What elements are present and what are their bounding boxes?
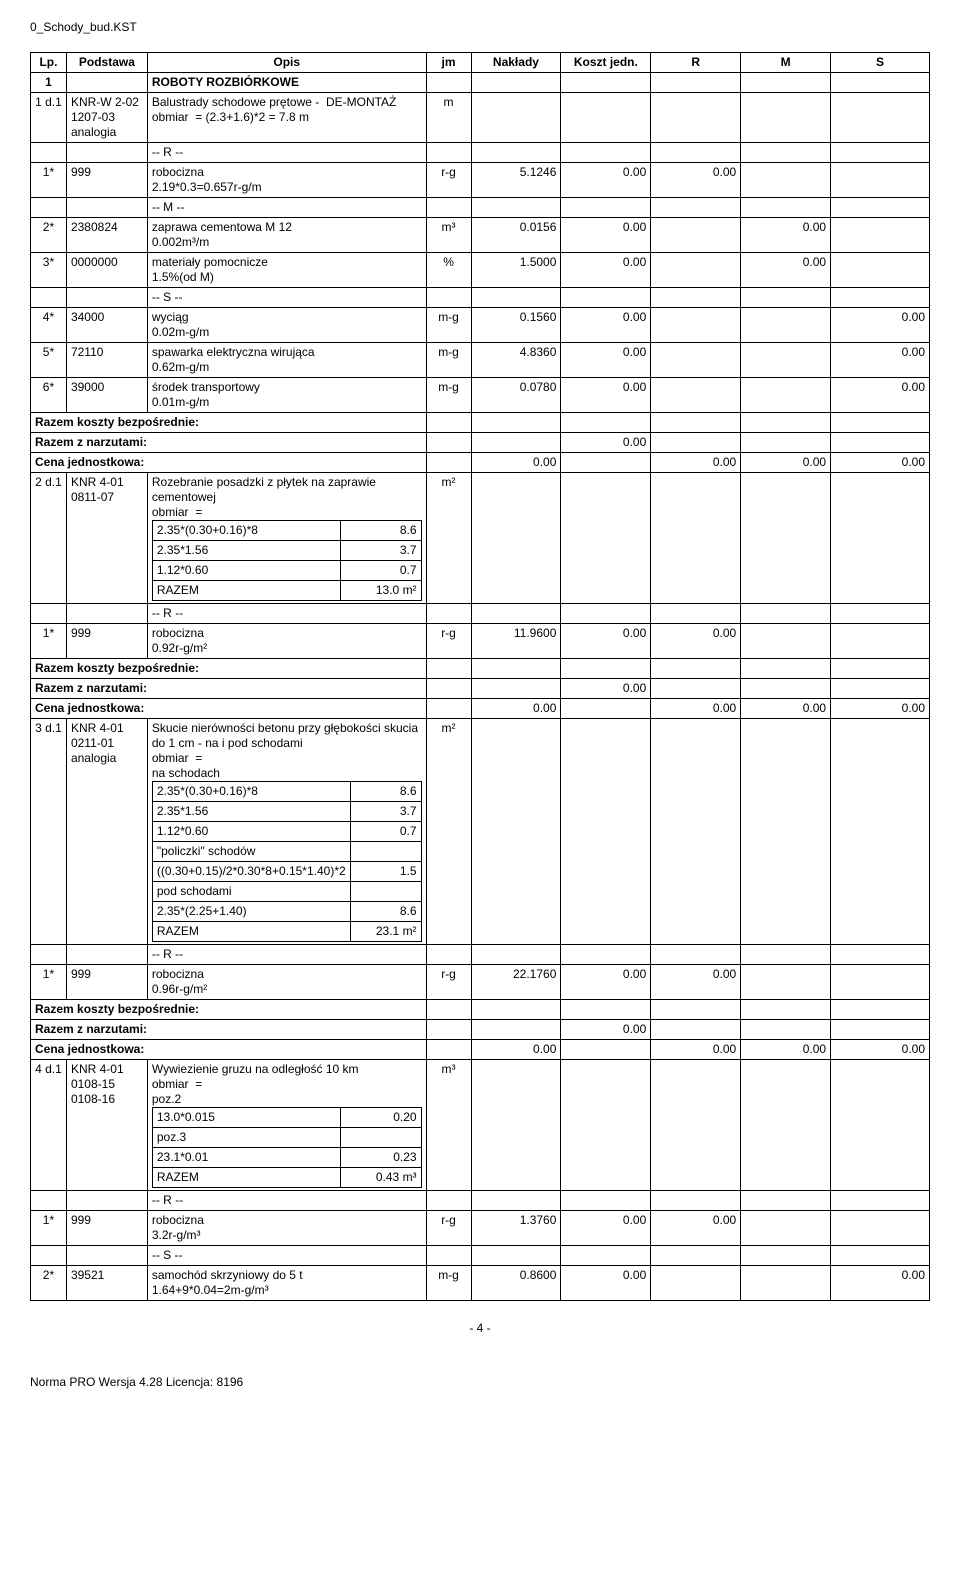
col-lp: Lp. — [31, 53, 67, 73]
footer: Norma PRO Wersja 4.28 Licencja: 8196 — [30, 1375, 930, 1389]
table-header: Lp. Podstawa Opis jm Nakłady Koszt jedn.… — [31, 53, 930, 73]
col-podstawa: Podstawa — [66, 53, 147, 73]
page-number: - 4 - — [30, 1321, 930, 1335]
col-koszt-jedn: Koszt jedn. — [561, 53, 651, 73]
col-opis: Opis — [147, 53, 426, 73]
doc-header: 0_Schody_bud.KST — [30, 20, 930, 34]
col-m: M — [741, 53, 831, 73]
col-naklady: Nakłady — [471, 53, 561, 73]
col-s: S — [831, 53, 930, 73]
footer-text: Norma PRO Wersja 4.28 Licencja: 8196 — [30, 1375, 243, 1389]
cost-estimate-table: Lp. Podstawa Opis jm Nakłady Koszt jedn.… — [30, 52, 930, 1301]
col-jm: jm — [426, 53, 471, 73]
col-r: R — [651, 53, 741, 73]
table-body: 1ROBOTY ROZBIÓRKOWE1 d.1KNR-W 2-02 1207-… — [31, 73, 930, 1301]
